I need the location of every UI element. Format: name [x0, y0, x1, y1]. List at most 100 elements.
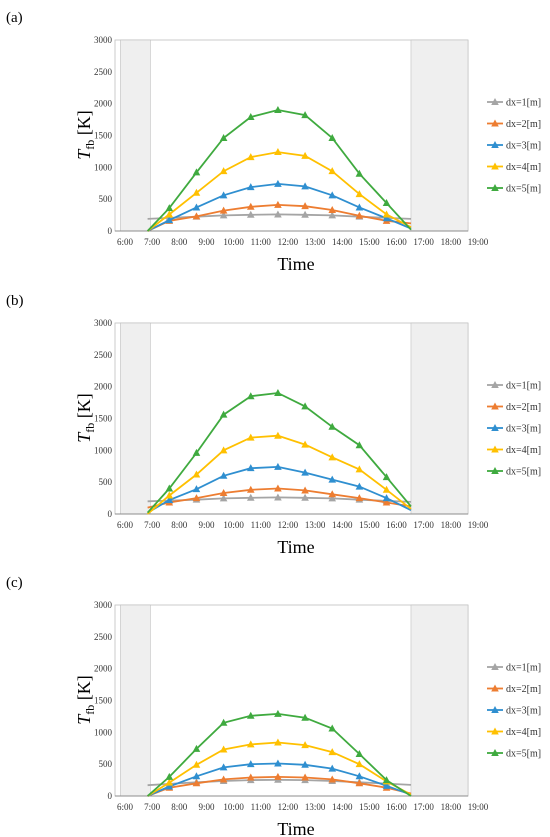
data-point: [219, 488, 228, 496]
data-point: [382, 485, 391, 493]
data-point: [328, 453, 337, 461]
legend-marker: [491, 424, 499, 431]
data-point: [301, 151, 309, 159]
legend-marker: [491, 706, 499, 713]
shaded-region: [120, 322, 151, 515]
data-point: [274, 709, 282, 717]
data-point: [355, 772, 364, 780]
data-point: [246, 433, 255, 441]
data-point: [165, 210, 174, 218]
y-tick-label: 500: [99, 477, 113, 487]
data-point: [192, 744, 201, 752]
x-tick-label: 19:00: [468, 237, 489, 247]
data-point: [382, 473, 391, 481]
chart-panel: (c) 0 500 1000 1500 2000 2500 3000 6:00 7:00 8:00 9…: [6, 575, 541, 837]
y-tick-label: 1500: [94, 696, 113, 706]
y-axis-label: Tfb [K]: [74, 110, 97, 160]
legend-marker: [491, 162, 499, 170]
data-point: [328, 494, 337, 502]
data-point: [192, 772, 201, 780]
y-tick-label: 1000: [94, 162, 113, 172]
data-point: [192, 188, 201, 196]
data-point: [301, 111, 309, 119]
data-point: [274, 106, 282, 114]
y-tick-label: 2000: [94, 99, 113, 109]
data-point: [192, 448, 201, 456]
y-tick-label: 2500: [94, 632, 113, 642]
x-tick-label: 14:00: [332, 802, 353, 812]
legend-label: dx=2[m]: [506, 119, 541, 130]
x-tick-label: 16:00: [386, 237, 407, 247]
x-axis-label: Time: [277, 254, 314, 274]
legend-marker: [491, 402, 499, 410]
chart-panel: (b) 0 500 1000 1500 2000 2500 3000 6:00 7:00 8:00 9…: [6, 293, 541, 557]
data-point: [301, 493, 309, 501]
data-point: [246, 183, 255, 191]
data-point: [382, 776, 391, 784]
x-tick-label: 9:00: [198, 237, 215, 247]
x-tick-label: 8:00: [171, 520, 188, 530]
data-point: [301, 760, 309, 768]
data-point: [192, 494, 201, 502]
plot-area: [114, 39, 469, 232]
data-point: [246, 711, 255, 719]
data-point: [355, 749, 364, 757]
legend-marker: [491, 445, 499, 453]
legend-label: dx=1[m]: [506, 663, 541, 674]
shaded-region: [410, 604, 469, 797]
chart-panel: (a) 0 500 1000 1500 2000 2500 3000 6:00 7:00 8:00 9…: [6, 10, 541, 274]
data-point: [219, 211, 228, 219]
panel-label: (a): [6, 10, 23, 26]
data-point: [301, 202, 309, 210]
legend-label: dx=5[m]: [506, 749, 541, 760]
x-tick-label: 18:00: [441, 802, 462, 812]
legend-label: dx=5[m]: [506, 467, 541, 478]
data-point: [246, 464, 255, 472]
data-point: [328, 764, 337, 772]
data-point: [301, 773, 309, 781]
data-point: [301, 741, 309, 749]
legend-marker: [491, 663, 499, 670]
shaded-region: [410, 39, 469, 232]
x-tick-label: 11:00: [251, 802, 272, 812]
data-point: [274, 210, 282, 218]
data-point: [165, 491, 174, 499]
legend-marker: [491, 727, 499, 735]
shaded-region: [120, 39, 151, 232]
x-tick-label: 6:00: [117, 237, 134, 247]
x-tick-label: 7:00: [144, 520, 161, 530]
x-tick-label: 8:00: [171, 237, 188, 247]
x-tick-label: 7:00: [144, 802, 161, 812]
x-tick-label: 16:00: [386, 520, 407, 530]
data-point: [355, 494, 364, 502]
x-tick-label: 9:00: [198, 802, 215, 812]
data-point: [301, 713, 309, 721]
legend-label: dx=3[m]: [506, 424, 541, 435]
data-point: [246, 210, 255, 218]
x-tick-label: 12:00: [278, 802, 299, 812]
y-tick-label: 3000: [94, 35, 113, 45]
x-tick-label: 12:00: [278, 237, 299, 247]
legend-label: dx=1[m]: [506, 98, 541, 109]
data-point: [355, 465, 364, 473]
x-tick-label: 14:00: [332, 520, 353, 530]
data-point: [301, 182, 309, 190]
legend-label: dx=3[m]: [506, 141, 541, 152]
data-point: [192, 779, 201, 787]
data-point: [301, 440, 309, 448]
y-tick-label: 0: [108, 226, 113, 236]
legend-label: dx=2[m]: [506, 402, 541, 413]
data-point: [192, 760, 201, 768]
data-point: [219, 206, 228, 214]
data-point: [219, 191, 228, 199]
x-tick-label: 11:00: [251, 237, 272, 247]
x-tick-label: 18:00: [441, 520, 462, 530]
data-point: [165, 484, 174, 492]
data-point: [165, 495, 174, 503]
data-point: [192, 212, 201, 220]
legend-label: dx=3[m]: [506, 706, 541, 717]
data-point: [219, 718, 228, 726]
data-point: [274, 493, 282, 501]
x-tick-label: 9:00: [198, 520, 215, 530]
shaded-region: [410, 322, 469, 515]
